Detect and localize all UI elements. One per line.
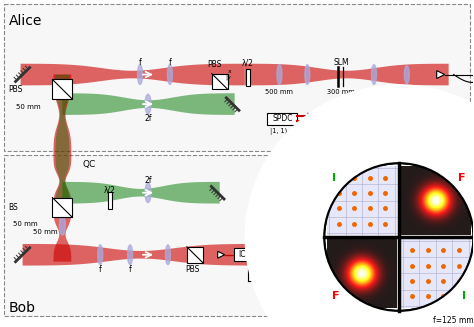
Ellipse shape [98, 245, 103, 265]
Text: F: F [458, 173, 465, 183]
Text: SPDC: SPDC [272, 114, 292, 123]
Polygon shape [218, 251, 225, 258]
FancyBboxPatch shape [4, 4, 470, 151]
Bar [53, 79, 73, 99]
Polygon shape [63, 93, 235, 115]
Text: 5m BNC: 5m BNC [284, 160, 321, 169]
Text: F: F [332, 291, 340, 301]
Ellipse shape [137, 65, 143, 84]
Polygon shape [245, 64, 448, 85]
Text: f: f [139, 58, 141, 67]
Polygon shape [55, 155, 69, 208]
Bar [212, 74, 228, 89]
Text: λ/2: λ/2 [104, 185, 116, 194]
Polygon shape [54, 208, 72, 262]
Text: PBS: PBS [9, 85, 23, 94]
Text: I: I [332, 173, 336, 183]
Ellipse shape [404, 66, 410, 83]
Ellipse shape [145, 183, 151, 202]
Polygon shape [23, 244, 259, 266]
Bar [327, 166, 397, 235]
Bar [53, 198, 73, 217]
Circle shape [324, 163, 474, 311]
Text: BS: BS [9, 203, 18, 212]
Polygon shape [54, 75, 72, 155]
Text: 50 mm: 50 mm [13, 221, 37, 227]
Polygon shape [63, 182, 219, 203]
Text: ICCD: ICCD [238, 250, 257, 259]
Text: APD: APD [303, 137, 319, 146]
Polygon shape [54, 155, 72, 208]
Bar [401, 239, 471, 308]
Ellipse shape [167, 65, 173, 84]
Ellipse shape [165, 245, 171, 265]
Bar [187, 247, 203, 263]
Text: |y: |y [226, 75, 231, 80]
Polygon shape [20, 64, 245, 85]
Text: I: I [462, 291, 465, 301]
Ellipse shape [372, 65, 376, 84]
Bar [301, 137, 322, 146]
Text: |1): |1) [337, 108, 346, 114]
Bar [323, 113, 335, 125]
Text: |1): |1) [337, 123, 346, 130]
Bar [234, 248, 262, 261]
Ellipse shape [59, 215, 65, 235]
Text: 75 mm: 75 mm [395, 89, 419, 95]
Ellipse shape [128, 245, 133, 265]
Text: 50 mm: 50 mm [16, 104, 40, 110]
Bar [108, 192, 112, 210]
Bar [246, 69, 249, 86]
Text: SLM: SLM [333, 58, 349, 67]
Text: f=125 mm: f=125 mm [433, 316, 474, 325]
Ellipse shape [145, 94, 151, 114]
Ellipse shape [277, 65, 282, 84]
FancyBboxPatch shape [4, 155, 332, 316]
Text: 2f: 2f [144, 114, 152, 123]
Polygon shape [343, 115, 350, 122]
Text: Alice: Alice [9, 14, 42, 28]
Bar [267, 113, 297, 125]
Polygon shape [55, 75, 69, 155]
Text: f: f [129, 265, 131, 274]
Polygon shape [437, 71, 445, 78]
Text: 50 m SMF: 50 m SMF [380, 110, 418, 118]
Text: f: f [99, 265, 101, 274]
Text: |1, 1): |1, 1) [271, 128, 288, 135]
Text: x: x [228, 69, 231, 74]
Text: λ/2: λ/2 [242, 58, 254, 67]
Ellipse shape [305, 65, 310, 84]
Text: f: f [169, 58, 171, 67]
Text: 300 mm: 300 mm [327, 89, 355, 95]
Text: PBS: PBS [208, 60, 222, 69]
Text: Bob: Bob [9, 301, 36, 315]
Polygon shape [245, 84, 474, 327]
Text: 500 mm: 500 mm [265, 89, 293, 95]
Text: QC: QC [82, 160, 96, 169]
Text: 2f: 2f [144, 176, 152, 185]
Text: PBS: PBS [186, 265, 200, 274]
Text: 50 mm: 50 mm [33, 229, 57, 235]
